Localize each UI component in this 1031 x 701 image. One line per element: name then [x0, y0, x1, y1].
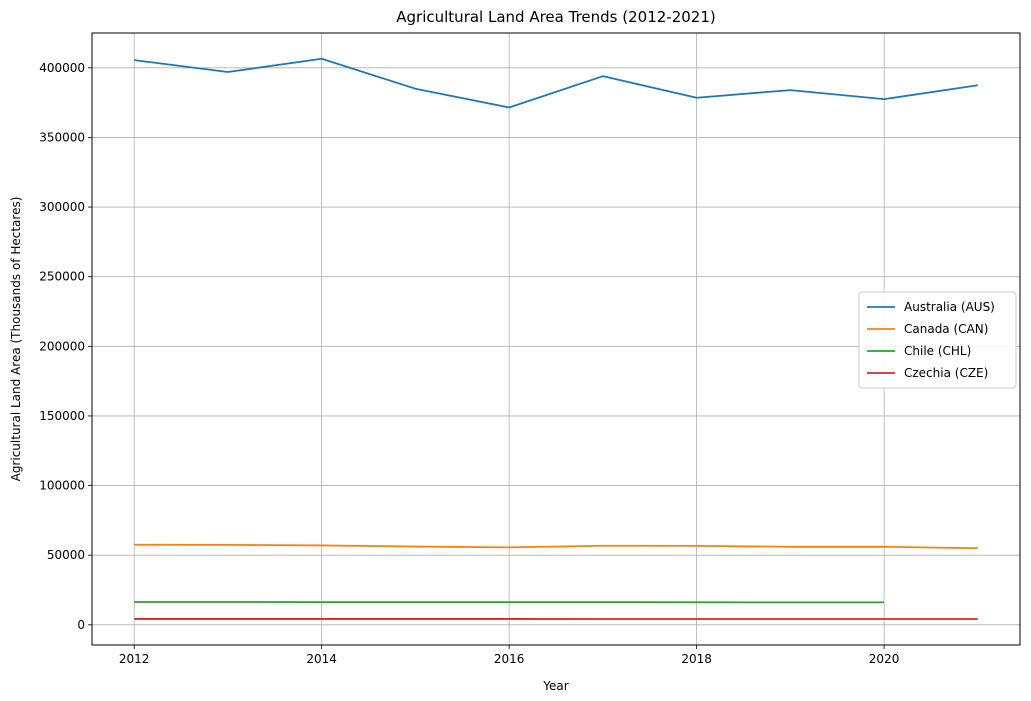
series-line-0: [134, 57, 978, 109]
y-tick-label: 100000: [39, 479, 85, 493]
series-line-1: [134, 543, 978, 550]
y-tick-label: 300000: [39, 200, 85, 214]
x-tick-label: 2018: [681, 652, 712, 666]
series-lines: [134, 57, 978, 620]
x-tick-label: 2012: [119, 652, 150, 666]
y-tick-label: 150000: [39, 409, 85, 423]
legend-box: [858, 291, 1017, 389]
y-tick-label: 250000: [39, 270, 85, 284]
x-tick-label: 2014: [306, 652, 337, 666]
y-tick-label: 50000: [47, 548, 85, 562]
legend-label-1: Canada (CAN): [904, 322, 988, 336]
chart-title: Agricultural Land Area Trends (2012-2021…: [396, 8, 715, 26]
plot-frame: [91, 32, 1021, 646]
y-axis-label: Agricultural Land Area (Thousands of Hec…: [9, 197, 23, 482]
x-axis-label: Year: [542, 679, 568, 693]
legend-label-2: Chile (CHL): [904, 344, 971, 358]
y-tick-label: 400000: [39, 61, 85, 75]
legend: Australia (AUS) Canada (CAN) Chile (CHL) Cz…: [858, 291, 1017, 389]
x-tick-label: 2020: [869, 652, 900, 666]
legend-label-3: Czechia (CZE): [904, 366, 988, 380]
axis-ticks: 2012 2014 2016 2018 2020 0 50000 100000 150000 20…: [39, 61, 899, 666]
y-tick-label: 200000: [39, 339, 85, 353]
legend-label-0: Australia (AUS): [904, 300, 995, 314]
x-tick-label: 2016: [494, 652, 525, 666]
y-tick-label: 0: [77, 618, 85, 632]
y-tick-label: 350000: [39, 130, 85, 144]
